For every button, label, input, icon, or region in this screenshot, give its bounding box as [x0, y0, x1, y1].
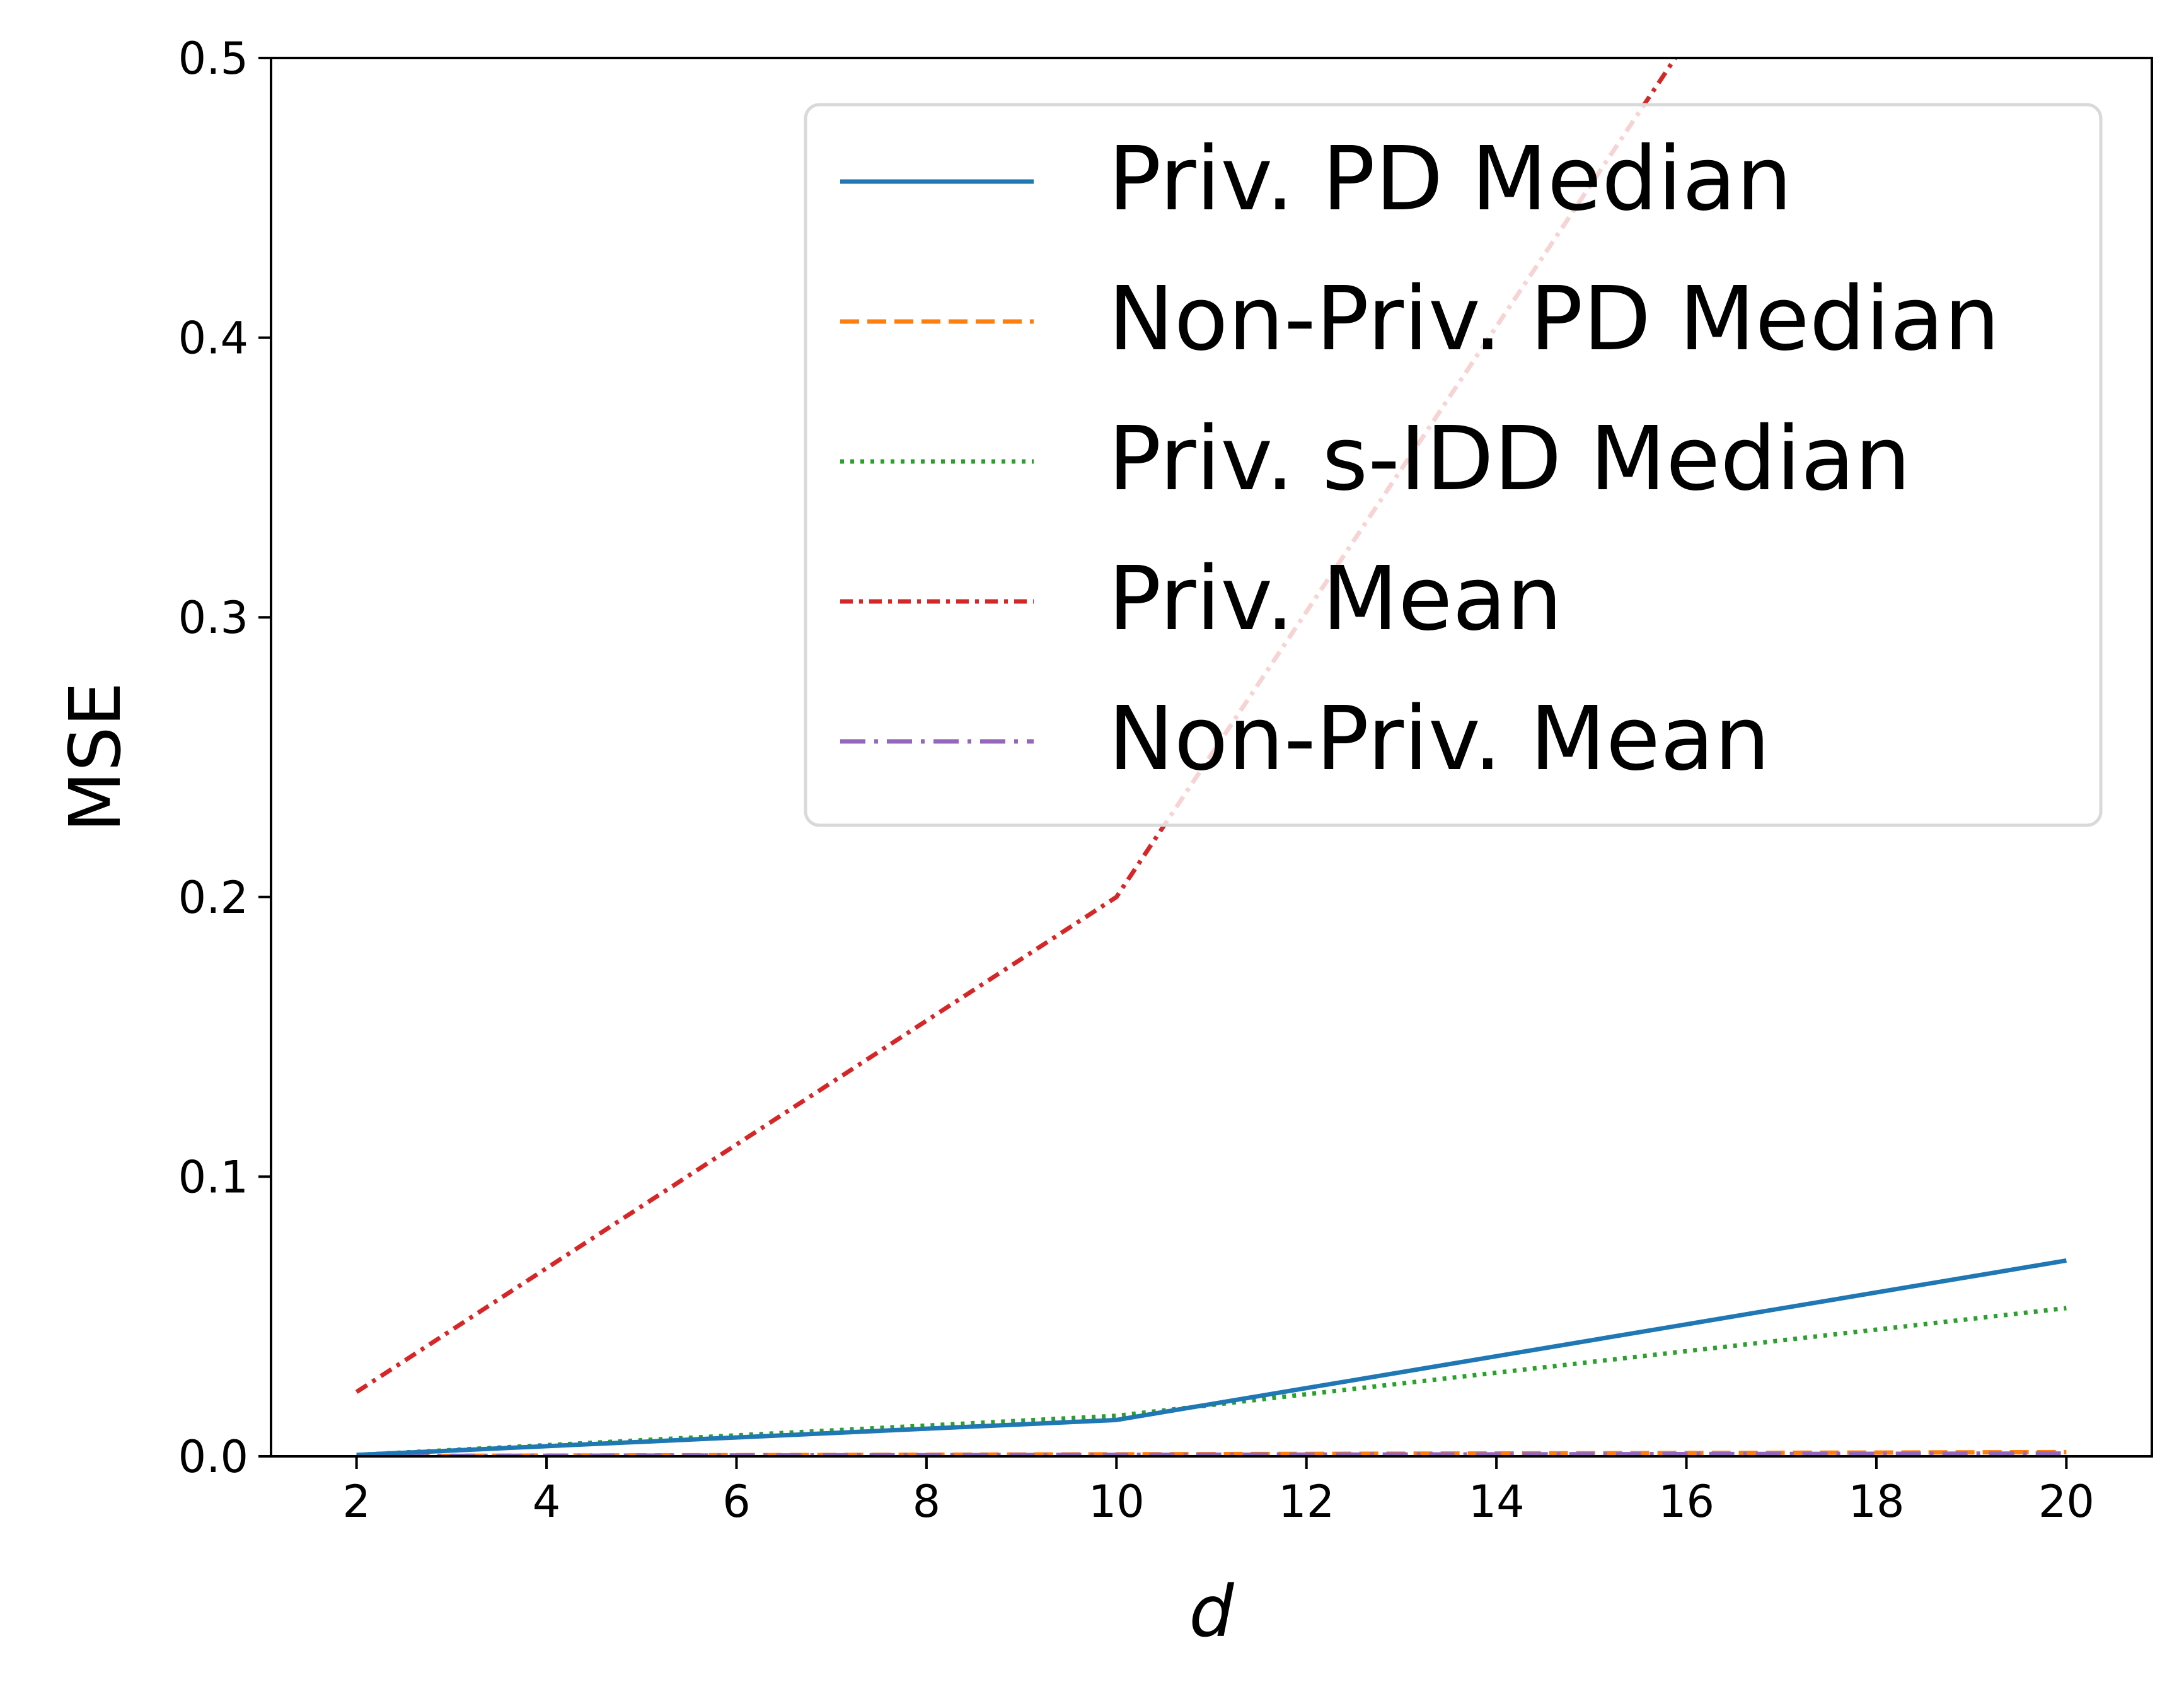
y-tick-label: 0.5 [178, 33, 248, 84]
series-line-priv-s-idd-median [356, 1306, 2067, 1456]
series-line-priv-mean [355, 58, 1678, 1394]
legend-label: Priv. PD Median [1108, 128, 1792, 231]
legend-label: Priv. s-IDD Median [1108, 408, 1910, 511]
y-tick-label: 0.2 [178, 872, 248, 924]
x-tick-label: 18 [1848, 1476, 1904, 1528]
y-tick-label: 0.0 [178, 1431, 248, 1483]
x-axis-label: d [1189, 1571, 1234, 1653]
x-tick-label: 12 [1278, 1476, 1334, 1528]
axes-frame [270, 57, 2153, 1458]
x-tick-label: 2 [342, 1476, 371, 1528]
legend-label: Priv. Mean [1108, 548, 1563, 651]
series-line-priv-pd-median [356, 1258, 2067, 1456]
legend-items: Priv. PD Median Non-Priv. PD Median Priv. … [840, 128, 2000, 791]
x-tick-label: 16 [1658, 1476, 1714, 1528]
x-tick-label: 4 [533, 1476, 561, 1528]
y-tick-label: 0.4 [178, 313, 248, 364]
y-tick-label: 0.3 [178, 592, 248, 644]
y-axis-label: MSE [55, 682, 137, 833]
legend-frame [804, 103, 2103, 827]
x-tick-label: 20 [2038, 1476, 2094, 1528]
y-tick-label: 0.1 [178, 1151, 248, 1203]
x-tick-label: 8 [913, 1476, 941, 1528]
legend-label: Non-Priv. Mean [1108, 688, 1770, 791]
x-axis: 2 4 6 8 10 12 14 16 18 20 [342, 1456, 2094, 1528]
x-tick-label: 14 [1469, 1476, 1525, 1528]
y-axis: 0.0 0.1 0.2 0.3 0.4 0.5 [178, 33, 271, 1483]
x-tick-label: 6 [722, 1476, 751, 1528]
x-tick-label: 10 [1089, 1476, 1145, 1528]
legend-label: Non-Priv. PD Median [1108, 268, 2000, 371]
legend: Priv. PD Median Non-Priv. PD Median Priv. … [804, 103, 2103, 827]
